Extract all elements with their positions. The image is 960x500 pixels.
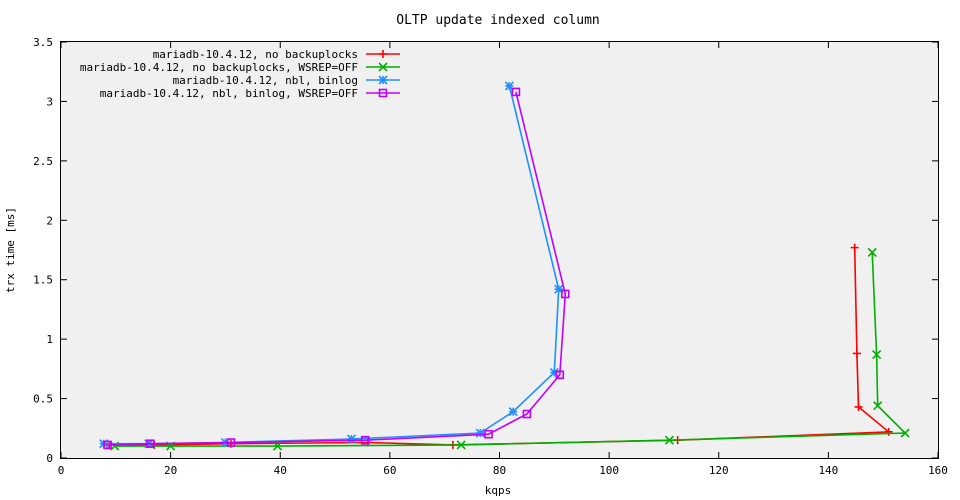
data-point [854, 402, 863, 411]
data-point [360, 435, 370, 445]
data-point [900, 428, 910, 438]
series-2 [110, 247, 910, 451]
y-tick-label: 0 [46, 452, 53, 465]
x-axis-label: kqps [485, 484, 512, 497]
series-line [107, 91, 567, 446]
x-tick-label: 120 [709, 464, 729, 477]
data-point [873, 401, 883, 411]
x-tick-label: 140 [818, 464, 838, 477]
y-axis-label: trx time [ms] [4, 207, 17, 293]
y-tick-label: 1.5 [33, 274, 53, 287]
data-point [555, 370, 565, 380]
x-tick-label: 100 [599, 464, 619, 477]
data-point [378, 75, 388, 85]
data-point [554, 284, 564, 294]
data-point [504, 81, 514, 91]
data-point [884, 427, 893, 436]
data-point [456, 440, 466, 450]
chart-title: OLTP update indexed column [396, 13, 600, 28]
y-tick-label: 2 [46, 214, 53, 227]
data-point [850, 243, 859, 252]
data-point [549, 367, 559, 377]
data-point [378, 88, 388, 98]
data-point [872, 350, 882, 360]
legend-label: mariadb-10.4.12, nbl, binlog, WSREP=OFF [100, 87, 358, 100]
y-axis-ticks: 0 0.5 1 1.5 2 2.5 3 3.5 [33, 36, 938, 465]
y-tick-label: 0.5 [33, 393, 53, 406]
legend-label: mariadb-10.4.12, no backuplocks [153, 48, 358, 61]
data-point [103, 440, 112, 450]
data-point [508, 407, 518, 417]
series-4 [103, 87, 570, 450]
data-point [852, 349, 861, 358]
x-tick-label: 60 [383, 464, 396, 477]
x-tick-label: 40 [274, 464, 287, 477]
data-point [484, 429, 493, 439]
x-tick-label: 80 [493, 464, 506, 477]
data-point [560, 289, 570, 299]
data-point [226, 438, 236, 447]
data-point [272, 441, 283, 451]
legend: mariadb-10.4.12, no backuplocksmariadb-1… [80, 48, 400, 100]
y-tick-label: 2.5 [33, 155, 53, 168]
data-point [522, 409, 532, 419]
x-tick-label: 160 [928, 464, 948, 477]
legend-label: mariadb-10.4.12, nbl, binlog [173, 74, 358, 87]
y-tick-label: 3.5 [33, 36, 53, 49]
data-point [146, 439, 155, 449]
x-tick-label: 20 [164, 464, 177, 477]
plot-area [60, 41, 939, 459]
x-axis-ticks: 0 20 40 60 80 100 120 140 160 [58, 42, 948, 477]
data-point [664, 435, 674, 445]
data-point [379, 50, 387, 58]
data-point [867, 247, 877, 257]
series-layer [99, 81, 910, 451]
data-point [511, 87, 521, 97]
data-point [475, 428, 485, 438]
data-point [378, 62, 388, 72]
y-tick-label: 3 [46, 95, 53, 108]
x-tick-label: 0 [58, 464, 65, 477]
y-tick-label: 1 [46, 333, 53, 346]
legend-label: mariadb-10.4.12, no backuplocks, WSREP=O… [80, 61, 358, 74]
data-point [346, 434, 357, 444]
